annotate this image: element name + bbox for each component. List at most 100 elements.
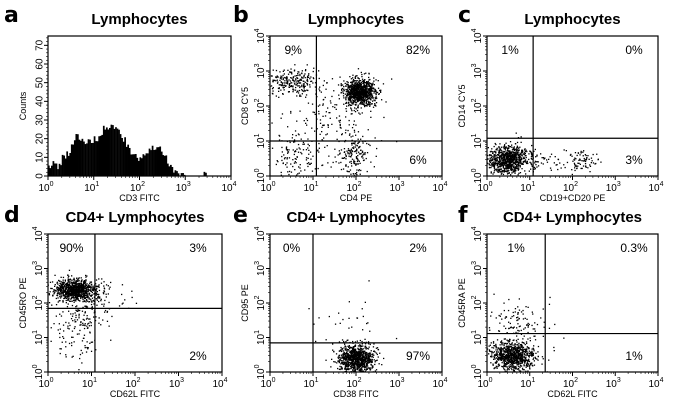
event-dot xyxy=(351,139,353,141)
event-dot xyxy=(75,290,77,292)
event-dot xyxy=(84,300,86,303)
event-dot xyxy=(367,81,369,83)
event-dot xyxy=(497,166,499,169)
event-dot xyxy=(349,97,351,99)
event-dot xyxy=(345,101,348,104)
event-dot xyxy=(53,293,55,295)
event-dot xyxy=(367,90,369,92)
event-dot xyxy=(88,286,91,288)
event-dot xyxy=(497,168,499,170)
event-dot xyxy=(549,167,552,169)
event-dot xyxy=(283,89,285,91)
event-dot xyxy=(81,352,84,354)
event-dot xyxy=(358,141,360,143)
x-tick-label: 102 xyxy=(563,181,578,194)
event-dot xyxy=(361,356,364,359)
event-dot xyxy=(494,155,496,157)
event-dot xyxy=(54,274,56,276)
event-dot xyxy=(544,157,546,159)
event-dot xyxy=(71,342,73,344)
event-dot xyxy=(357,98,359,100)
event-dot xyxy=(357,77,359,79)
event-dot xyxy=(308,149,310,151)
event-dot xyxy=(356,361,358,363)
x-tick-label: 104 xyxy=(648,181,663,194)
event-dot xyxy=(515,165,518,167)
event-dot xyxy=(376,359,378,361)
event-dot xyxy=(505,158,507,160)
event-dot xyxy=(70,294,72,297)
event-dot xyxy=(352,88,354,90)
event-dot xyxy=(58,285,60,287)
event-dot xyxy=(512,165,514,167)
y-tick-label: 101 xyxy=(471,133,484,148)
event-dot xyxy=(518,161,520,163)
event-dot xyxy=(81,286,83,288)
event-dot xyxy=(525,155,527,157)
event-dot xyxy=(281,83,283,85)
event-dot xyxy=(536,161,538,163)
event-dot xyxy=(357,104,359,106)
event-dot xyxy=(350,98,352,100)
event-dot xyxy=(290,171,293,173)
event-dot xyxy=(351,95,353,98)
event-dot xyxy=(360,100,362,102)
event-dot xyxy=(87,323,89,325)
event-dot xyxy=(358,364,360,366)
event-dot xyxy=(270,85,273,87)
event-dot xyxy=(344,357,346,359)
event-dot xyxy=(71,287,73,289)
event-dot xyxy=(67,283,69,286)
event-dot xyxy=(82,318,84,321)
event-dot xyxy=(330,166,332,168)
event-dot xyxy=(511,146,513,148)
histogram-bar xyxy=(92,142,94,176)
event-dot xyxy=(365,354,367,356)
event-dot xyxy=(355,368,357,371)
event-dot xyxy=(76,305,78,307)
event-dot xyxy=(531,144,533,147)
event-dot xyxy=(363,84,365,86)
event-dot xyxy=(500,171,502,173)
event-dot xyxy=(84,291,86,294)
event-dot xyxy=(363,80,366,82)
event-dot xyxy=(303,120,305,122)
event-dot xyxy=(357,90,359,92)
event-dot xyxy=(70,293,72,295)
event-dot xyxy=(350,152,352,154)
event-dot xyxy=(364,105,366,108)
event-dot xyxy=(311,80,313,82)
event-dot xyxy=(90,286,92,288)
event-dot xyxy=(83,337,85,339)
event-dot xyxy=(347,358,349,360)
event-dot xyxy=(365,93,367,95)
event-dot xyxy=(546,159,548,161)
event-dot xyxy=(498,148,500,150)
event-dot xyxy=(374,100,376,102)
event-dot xyxy=(507,167,509,169)
event-dot xyxy=(356,358,358,361)
event-dot xyxy=(64,291,66,293)
event-dot xyxy=(336,130,338,132)
event-dot xyxy=(62,311,64,313)
event-dot xyxy=(500,160,502,162)
event-dot xyxy=(73,285,75,287)
event-dot xyxy=(105,296,107,298)
event-dot xyxy=(496,159,498,162)
event-dot xyxy=(339,350,341,352)
event-dot xyxy=(495,159,497,161)
event-dot xyxy=(308,153,310,155)
event-dot xyxy=(62,295,64,297)
y-tick-label: 60 xyxy=(35,58,46,70)
event-dot xyxy=(100,282,103,284)
event-dot xyxy=(275,80,277,82)
event-dot xyxy=(292,159,294,161)
event-dot xyxy=(283,154,285,156)
event-dot xyxy=(351,127,354,129)
event-dot xyxy=(354,94,356,96)
event-dot xyxy=(374,361,376,363)
x-tick-label: 102 xyxy=(346,181,361,194)
event-dot xyxy=(95,316,97,318)
event-dot xyxy=(301,76,303,78)
event-dot xyxy=(350,356,352,358)
